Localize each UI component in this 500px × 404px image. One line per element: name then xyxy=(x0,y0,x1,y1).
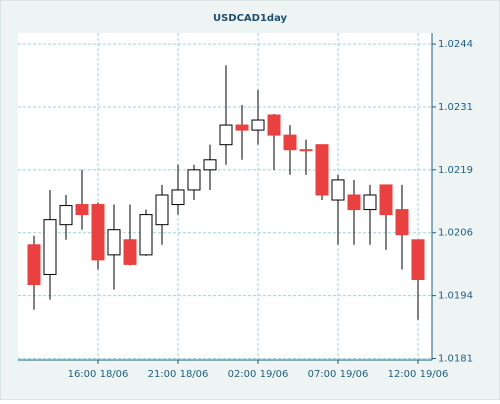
candle-body xyxy=(395,209,409,236)
candle-body xyxy=(235,124,249,131)
y-tick-label: 1.0194 xyxy=(438,291,473,302)
candle-body xyxy=(347,194,361,211)
candle-body xyxy=(123,239,137,265)
x-tick-label: 07:00 19/06 xyxy=(308,369,369,380)
candle-body xyxy=(203,159,217,171)
candle-body xyxy=(219,124,233,146)
candle-body xyxy=(299,149,313,152)
candle-body xyxy=(27,244,41,286)
y-tick-label: 1.0206 xyxy=(438,228,473,239)
x-tick-label: 21:00 18/06 xyxy=(148,369,209,380)
candle-body xyxy=(267,114,281,136)
candle-body xyxy=(251,119,265,131)
x-tick-label: 02:00 19/06 xyxy=(228,369,289,380)
plot-area xyxy=(18,33,432,360)
candle-body xyxy=(107,229,121,256)
candle-body xyxy=(379,184,393,216)
y-tick-label: 1.0219 xyxy=(438,165,473,176)
candle-body xyxy=(139,214,153,256)
chart-title: USDCAD1day xyxy=(213,13,288,24)
candle-body xyxy=(59,205,73,226)
candle-body xyxy=(411,239,425,281)
x-tick-label: 16:00 18/06 xyxy=(68,369,129,380)
candle-body xyxy=(315,144,329,196)
x-tick-label: 12:00 19/06 xyxy=(388,369,449,380)
candle-body xyxy=(155,194,169,226)
y-tick-label: 1.0231 xyxy=(438,102,473,113)
candle-body xyxy=(171,189,185,206)
y-tick-label: 1.0244 xyxy=(438,39,473,50)
candle-body xyxy=(331,179,345,201)
candle-body xyxy=(187,169,201,191)
candle-body xyxy=(91,204,105,261)
candle-body xyxy=(283,134,297,151)
candle-body xyxy=(363,194,377,211)
candle-body xyxy=(43,219,57,275)
y-tick-label: 1.0181 xyxy=(438,353,473,364)
candle-body xyxy=(75,204,89,216)
